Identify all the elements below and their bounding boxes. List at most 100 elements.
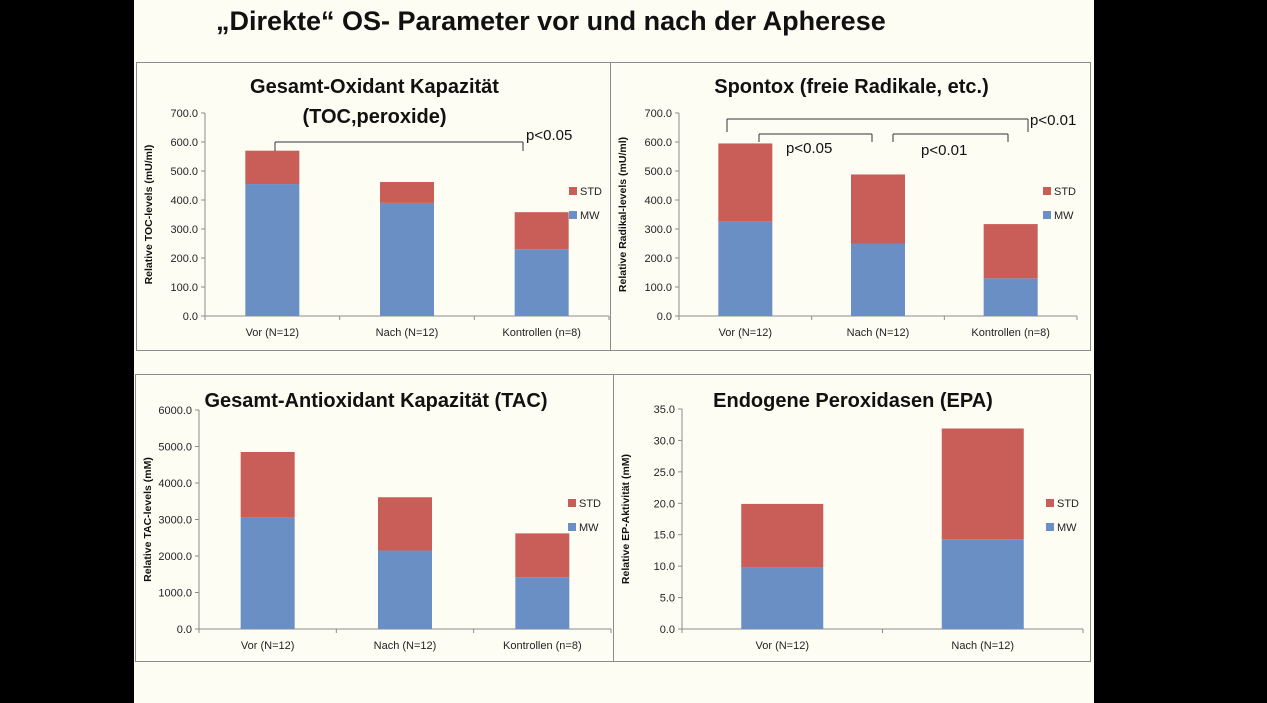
- chart-title-line: Endogene Peroxidasen (EPA): [713, 390, 993, 412]
- x-tick-label: Nach (N=12): [847, 327, 910, 339]
- bar-mw: [851, 243, 905, 316]
- y-tick-label: 0.0: [660, 624, 675, 636]
- slide: „Direkte“ OS- Parameter vor und nach der…: [134, 0, 1094, 703]
- y-tick-label: 100.0: [170, 282, 198, 294]
- legend-label-mw: MW: [1054, 210, 1074, 222]
- y-tick-label: 1000.0: [158, 588, 192, 600]
- x-tick-label: Kontrollen (n=8): [503, 640, 582, 652]
- bar-mw: [514, 249, 569, 316]
- chart-title-line: Spontox (freie Radikale, etc.): [714, 76, 989, 98]
- bar-std: [941, 428, 1024, 540]
- legend-label-std: STD: [579, 498, 601, 510]
- chart-panel-epa: Endogene Peroxidasen (EPA) Relative EP-Ak…: [613, 374, 1091, 662]
- y-tick-label: 700.0: [644, 108, 672, 120]
- y-tick-label: 400.0: [170, 195, 198, 207]
- tac-chart: Gesamt-Antioxidant Kapazität (TAC) Relati…: [142, 390, 612, 652]
- x-tick-label: Vor (N=12): [246, 327, 299, 339]
- y-tick-label: 5.0: [660, 593, 675, 605]
- legend-label-mw: MW: [580, 210, 600, 222]
- bar-std: [240, 451, 295, 518]
- y-tick-label: 0.0: [177, 624, 192, 636]
- y-tick-label: 500.0: [170, 166, 198, 178]
- y-axis-label: Relative EP-Aktivität (mM): [620, 454, 632, 584]
- legend-swatch-std: [1043, 187, 1051, 195]
- bar-std: [851, 174, 905, 244]
- bar-mw: [378, 550, 432, 629]
- chart-title-line: (TOC,peroxide): [302, 106, 446, 128]
- legend-swatch-mw: [568, 523, 576, 531]
- y-tick-label: 6000.0: [158, 405, 192, 417]
- p-value-label: p<0.01: [921, 142, 967, 159]
- y-tick-label: 4000.0: [158, 478, 192, 490]
- bar-mw: [240, 517, 295, 629]
- y-tick-label: 20.0: [654, 498, 675, 510]
- y-tick-label: 35.0: [654, 404, 675, 416]
- y-axis-label: Relative Radikal-levels (mU/ml): [617, 137, 629, 292]
- y-tick-label: 10.0: [654, 561, 675, 573]
- legend-label-std: STD: [580, 186, 602, 198]
- epa-chart: Endogene Peroxidasen (EPA) Relative EP-Ak…: [620, 390, 1084, 652]
- legend-swatch-mw: [1046, 523, 1054, 531]
- y-tick-label: 600.0: [170, 137, 198, 149]
- bar-std: [983, 224, 1038, 279]
- chart-panel-tac: Gesamt-Antioxidant Kapazität (TAC) Relati…: [135, 374, 615, 662]
- bar-std: [245, 150, 300, 185]
- legend-label-mw: MW: [579, 522, 599, 534]
- bar-std: [718, 143, 773, 222]
- bar-std: [378, 497, 432, 551]
- legend-swatch-std: [569, 187, 577, 195]
- y-tick-label: 200.0: [170, 253, 198, 265]
- bar-std: [380, 182, 434, 203]
- bar-std: [514, 212, 569, 250]
- bar-mw: [245, 184, 300, 316]
- x-tick-label: Vor (N=12): [756, 640, 810, 652]
- legend-swatch-mw: [1043, 211, 1051, 219]
- y-tick-label: 600.0: [644, 137, 672, 149]
- x-tick-label: Nach (N=12): [951, 640, 1014, 652]
- y-tick-label: 400.0: [644, 195, 672, 207]
- y-axis-label: Relative TAC-levels (mM): [142, 457, 154, 582]
- y-axis-label: Relative TOC-levels (mU/ml): [143, 145, 155, 285]
- spontox-chart: Spontox (freie Radikale, etc.) Relative R…: [617, 76, 1078, 339]
- x-tick-label: Kontrollen (n=8): [502, 327, 581, 339]
- y-tick-label: 500.0: [644, 166, 672, 178]
- bar-mw: [941, 539, 1024, 629]
- y-tick-label: 100.0: [644, 282, 672, 294]
- y-tick-label: 15.0: [654, 530, 675, 542]
- y-tick-label: 25.0: [654, 467, 675, 479]
- bar-mw: [983, 278, 1038, 316]
- bar-std: [515, 533, 570, 578]
- x-tick-label: Nach (N=12): [376, 327, 439, 339]
- p-value-label: p<0.01: [1030, 112, 1076, 129]
- x-tick-label: Vor (N=12): [719, 327, 773, 339]
- p-value-label: p<0.05: [526, 127, 572, 144]
- y-tick-label: 0.0: [657, 311, 672, 323]
- bar-std: [741, 503, 824, 568]
- y-tick-label: 5000.0: [158, 442, 192, 454]
- p-value-label: p<0.05: [786, 140, 832, 157]
- chart-title-line: Gesamt-Oxidant Kapazität: [250, 76, 499, 98]
- legend-swatch-std: [1046, 499, 1054, 507]
- y-tick-label: 300.0: [170, 224, 198, 236]
- chart-title-line: Gesamt-Antioxidant Kapazität (TAC): [205, 390, 548, 412]
- y-tick-label: 200.0: [644, 253, 672, 265]
- legend-swatch-mw: [569, 211, 577, 219]
- chart-panel-toc: Gesamt-Oxidant Kapazität (TOC,peroxide) Re…: [136, 62, 611, 351]
- bar-mw: [515, 577, 570, 629]
- x-tick-label: Nach (N=12): [374, 640, 437, 652]
- slide-title: „Direkte“ OS- Parameter vor und nach der…: [216, 6, 886, 36]
- legend-label-std: STD: [1057, 498, 1079, 510]
- legend-label-std: STD: [1054, 186, 1076, 198]
- y-tick-label: 300.0: [644, 224, 672, 236]
- bar-mw: [718, 221, 773, 316]
- y-tick-label: 3000.0: [158, 515, 192, 527]
- y-tick-label: 0.0: [183, 311, 198, 323]
- legend-swatch-std: [568, 499, 576, 507]
- bar-mw: [380, 202, 434, 316]
- x-tick-label: Vor (N=12): [241, 640, 295, 652]
- y-tick-label: 30.0: [654, 435, 675, 447]
- bar-mw: [741, 567, 824, 629]
- toc-chart: Gesamt-Oxidant Kapazität (TOC,peroxide) Re…: [143, 76, 610, 339]
- y-tick-label: 700.0: [170, 108, 198, 120]
- legend-label-mw: MW: [1057, 522, 1077, 534]
